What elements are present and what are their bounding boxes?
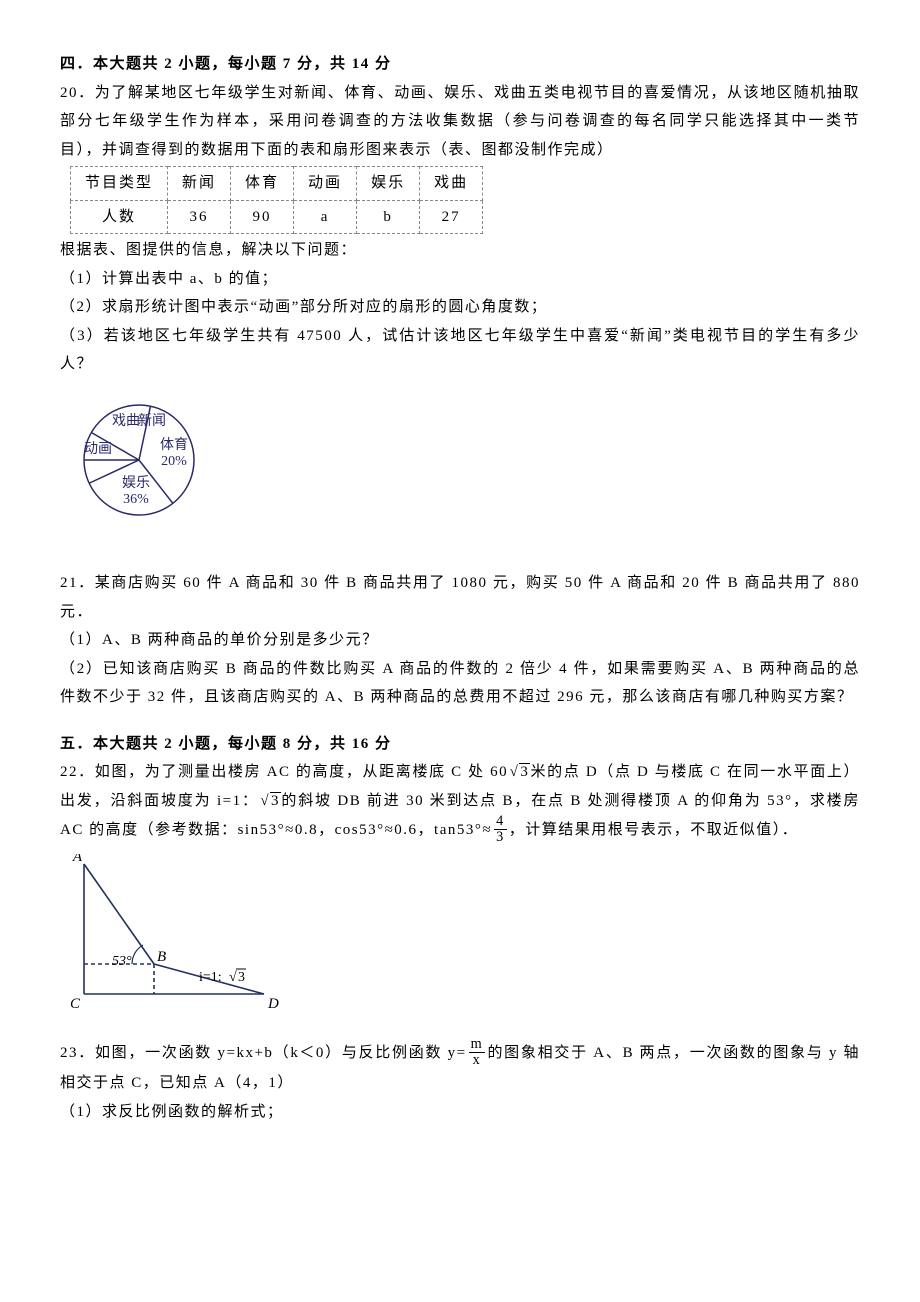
table-row: 节目类型 新闻 体育 动画 娱乐 戏曲 xyxy=(71,167,483,201)
svg-text:3: 3 xyxy=(238,970,245,985)
fraction-4-3: 43 xyxy=(494,814,507,845)
q22-stem: 22．如图，为了测量出楼房 AC 的高度，从距离楼底 C 处 603米的点 D（… xyxy=(60,758,860,846)
q20-p3: （3）若该地区七年级学生共有 47500 人，试估计该地区七年级学生中喜爱“新闻… xyxy=(60,322,860,379)
q20-stem: 20．为了解某地区七年级学生对新闻、体育、动画、娱乐、戏曲五类电视节目的喜爱情况… xyxy=(60,79,860,165)
q21-stem: 21．某商店购买 60 件 A 商品和 30 件 B 商品共用了 1080 元，… xyxy=(60,569,860,626)
th: 动画 xyxy=(294,167,357,201)
q22-svg: A C B D 53° i=1: √3 xyxy=(64,854,294,1014)
svg-text:36%: 36% xyxy=(123,492,149,507)
q23-a: 23．如图，一次函数 y=kx+b（k＜0）与反比例函数 y= xyxy=(60,1045,467,1061)
q20-table: 节目类型 新闻 体育 动画 娱乐 戏曲 人数 36 90 a b 27 xyxy=(70,166,483,234)
td: 27 xyxy=(420,200,483,234)
q22-d: ，计算结果用根号表示，不取近似值）． xyxy=(509,822,799,838)
th: 新闻 xyxy=(168,167,231,201)
td: 36 xyxy=(168,200,231,234)
td: b xyxy=(357,200,420,234)
svg-text:娱乐: 娱乐 xyxy=(122,475,150,491)
q22-diagram: A C B D 53° i=1: √3 xyxy=(64,854,860,1025)
svg-text:体育: 体育 xyxy=(160,437,188,453)
svg-text:D: D xyxy=(267,996,279,1012)
svg-text:C: C xyxy=(70,996,81,1012)
section5-heading: 五．本大题共 2 小题，每小题 8 分，共 16 分 xyxy=(60,730,860,759)
th: 娱乐 xyxy=(357,167,420,201)
pie-svg: 戏曲新闻体育娱乐 动画 20% 36% xyxy=(64,385,224,545)
svg-text:A: A xyxy=(72,854,83,865)
q23-stem: 23．如图，一次函数 y=kx+b（k＜0）与反比例函数 y=mx的图象相交于 … xyxy=(60,1038,860,1097)
svg-text:i=1:: i=1: xyxy=(199,970,222,985)
q21-p2: （2）已知该商店购买 B 商品的件数比购买 A 商品的件数的 2 倍少 4 件，… xyxy=(60,655,860,712)
svg-text:新闻: 新闻 xyxy=(138,413,166,429)
svg-text:53°: 53° xyxy=(112,954,132,969)
q20-p2: （2）求扇形统计图中表示“动画”部分所对应的扇形的圆心角度数； xyxy=(60,293,860,322)
td: a xyxy=(294,200,357,234)
td: 人数 xyxy=(71,200,168,234)
th: 节目类型 xyxy=(71,167,168,201)
fraction-m-x: mx xyxy=(469,1037,486,1068)
q20-p1: （1）计算出表中 a、b 的值； xyxy=(60,265,860,294)
svg-text:20%: 20% xyxy=(161,454,187,469)
svg-text:戏曲: 戏曲 xyxy=(112,413,140,429)
svg-text:动画: 动画 xyxy=(84,441,112,457)
th: 体育 xyxy=(231,167,294,201)
th: 戏曲 xyxy=(420,167,483,201)
q20-pie-chart: 戏曲新闻体育娱乐 动画 20% 36% xyxy=(64,385,860,556)
q20-after-table: 根据表、图提供的信息，解决以下问题： xyxy=(60,236,860,265)
td: 90 xyxy=(231,200,294,234)
q23-p1: （1）求反比例函数的解析式； xyxy=(60,1098,860,1127)
table-row: 人数 36 90 a b 27 xyxy=(71,200,483,234)
sqrt3-icon: 3 xyxy=(259,787,281,816)
q22-a: 22．如图，为了测量出楼房 AC 的高度，从距离楼底 C 处 60 xyxy=(60,764,508,780)
section4-heading: 四．本大题共 2 小题，每小题 7 分，共 14 分 xyxy=(60,50,860,79)
svg-text:√: √ xyxy=(229,970,237,985)
q21-p1: （1）A、B 两种商品的单价分别是多少元？ xyxy=(60,626,860,655)
svg-text:B: B xyxy=(157,949,166,965)
sqrt3-icon: 3 xyxy=(508,758,530,787)
